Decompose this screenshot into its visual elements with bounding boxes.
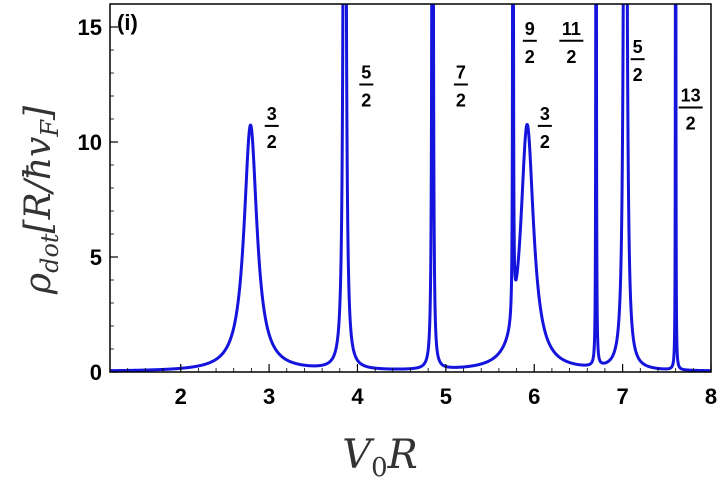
resonance-label: 112	[559, 19, 584, 67]
resonance-label-numerator: 5	[361, 63, 371, 83]
y-axis-label-tail: [R/ħv	[18, 137, 59, 234]
resonance-label-denominator: 2	[525, 47, 535, 67]
resonance-label-numerator: 9	[525, 19, 535, 39]
resonance-label-numerator: 13	[681, 86, 701, 106]
y-tick-label: 5	[90, 245, 102, 270]
y-axis-label: ρdot[R/ħvF]	[18, 105, 64, 295]
x-axis-label: V0R	[342, 432, 418, 483]
y-axis-label-close: ]	[18, 105, 59, 121]
x-tick-label: 2	[175, 384, 187, 409]
x-tick-label: 7	[616, 384, 628, 409]
y-axis-label-sub2: F	[36, 119, 64, 138]
resonance-label-numerator: 7	[456, 63, 466, 83]
resonance-label-denominator: 2	[361, 91, 371, 111]
y-tick-label: 15	[78, 15, 102, 40]
resonance-label: 52	[630, 37, 645, 85]
resonance-label-numerator: 11	[562, 19, 581, 39]
x-axis-label-sub: 0	[371, 453, 388, 483]
x-tick-label: 6	[528, 384, 540, 409]
panel-label: (i)	[117, 10, 138, 35]
resonance-curve	[110, 4, 711, 372]
resonance-label-denominator: 2	[686, 114, 696, 134]
resonance-label-denominator: 2	[456, 91, 466, 111]
x-axis-label-tail: R	[387, 432, 418, 478]
x-tick-label: 4	[351, 384, 364, 409]
resonance-label-numerator: 3	[540, 104, 550, 124]
resonance-label: 92	[522, 19, 537, 67]
resonance-label-denominator: 2	[267, 132, 277, 152]
plot-frame	[109, 3, 712, 373]
x-tick-label: 8	[705, 384, 717, 409]
resonance-label: 72	[453, 63, 468, 111]
x-tick-label: 3	[263, 384, 275, 409]
resonance-label-denominator: 2	[540, 132, 550, 152]
y-axis-label-sub: dot	[36, 233, 64, 273]
resonance-label: 32	[537, 104, 552, 152]
y-axis-label-main: ρ	[18, 273, 59, 295]
resonance-label-numerator: 3	[267, 104, 277, 124]
resonance-label: 52	[359, 63, 374, 111]
y-tick-label: 10	[78, 130, 102, 155]
resonance-label-denominator: 2	[633, 65, 643, 85]
resonance-label-denominator: 2	[566, 47, 576, 67]
x-axis-label-main: V	[342, 432, 375, 478]
x-tick-label: 5	[440, 384, 452, 409]
resonance-label-numerator: 5	[633, 37, 643, 57]
resonance-label: 32	[264, 104, 279, 152]
y-tick-label: 0	[90, 360, 102, 385]
resonance-label: 132	[678, 86, 703, 134]
